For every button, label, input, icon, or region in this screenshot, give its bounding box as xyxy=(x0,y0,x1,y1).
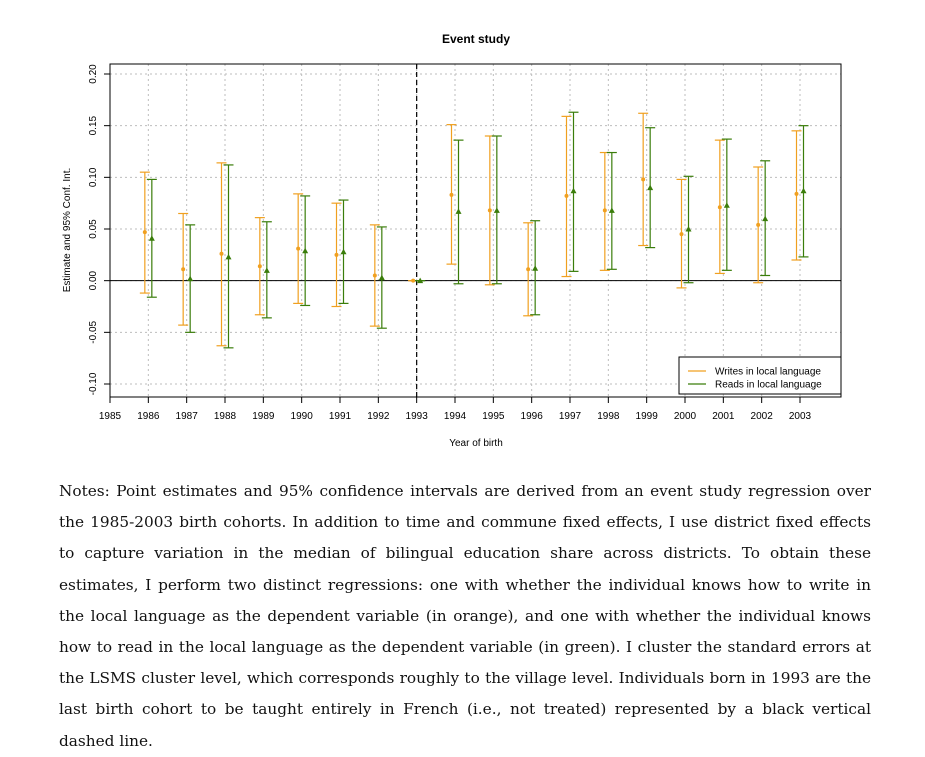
x-tick-label: 1988 xyxy=(214,411,237,422)
zero-reference xyxy=(110,64,841,397)
x-tick-label: 1998 xyxy=(597,411,620,422)
point-marker xyxy=(493,207,500,213)
point-marker xyxy=(570,187,577,194)
point-marker xyxy=(142,230,147,235)
point-marker xyxy=(181,267,186,272)
x-tick-label: 1996 xyxy=(521,411,544,422)
x-tick-label: 1987 xyxy=(176,411,199,422)
y-axis-label: Estimate and 95% Conf. Int. xyxy=(62,168,73,293)
x-tick-label: 1999 xyxy=(636,411,659,422)
point-marker xyxy=(526,267,531,272)
legend-box xyxy=(678,356,842,395)
point-marker xyxy=(372,273,377,278)
x-tick-label: 1991 xyxy=(329,411,352,422)
point-marker xyxy=(411,278,416,283)
point-marker xyxy=(794,191,799,196)
point-marker xyxy=(263,267,270,273)
point-marker xyxy=(800,187,807,194)
x-tick-label: 2003 xyxy=(789,411,812,422)
x-tick-label: 1986 xyxy=(137,411,160,422)
point-marker xyxy=(257,264,262,269)
y-tick-label: -0.05 xyxy=(88,321,99,344)
x-tick-label: 1997 xyxy=(559,411,582,422)
y-tick-label: 0.05 xyxy=(88,219,99,239)
y-tick-label: 0.00 xyxy=(88,270,99,290)
x-tick-label: 1989 xyxy=(252,411,275,422)
grid-lines xyxy=(109,64,841,397)
point-marker xyxy=(334,252,339,257)
point-marker xyxy=(302,247,309,254)
y-tick-label: 0.10 xyxy=(88,167,99,187)
point-marker xyxy=(602,208,607,213)
point-marker xyxy=(647,184,654,191)
x-axis: 1985 1986 1987 1988 1989 1990 1991 1992 1993 1994… xyxy=(99,397,812,422)
x-tick-label: 1990 xyxy=(291,411,314,422)
x-tick-label: 1985 xyxy=(99,411,122,422)
legend-label: Writes in local language xyxy=(715,367,821,378)
legend: Writes in local language Reads in local l… xyxy=(678,356,842,395)
y-axis: -0.10 -0.05 0.00 0.05 0.10 0.15 0.20 xyxy=(88,64,110,395)
point-marker xyxy=(187,275,194,282)
point-marker xyxy=(449,192,454,197)
x-tick-label: 2001 xyxy=(712,411,735,422)
point-marker xyxy=(723,202,730,208)
x-tick-label: 1992 xyxy=(367,411,390,422)
y-tick-label: 0.20 xyxy=(88,64,99,84)
point-marker xyxy=(679,232,684,237)
legend-label: Reads in local language xyxy=(715,380,822,391)
figure-notes: Notes: Point estimates and 95% confidenc… xyxy=(59,482,871,750)
y-tick-label: 0.15 xyxy=(88,115,99,135)
point-marker xyxy=(756,222,761,227)
y-tick-label: -0.10 xyxy=(88,372,99,395)
point-marker xyxy=(717,205,722,210)
point-marker xyxy=(532,265,539,271)
point-marker xyxy=(762,215,769,222)
event-study-chart: Event study 1985 1986 1987 1988 1989 1990 1991… xyxy=(62,32,842,449)
point-marker xyxy=(225,253,232,260)
x-tick-label: 2000 xyxy=(674,411,697,422)
point-marker xyxy=(641,177,646,182)
x-tick-label: 1995 xyxy=(482,411,505,422)
point-marker xyxy=(685,226,692,232)
x-tick-label: 2002 xyxy=(751,411,774,422)
point-marker xyxy=(417,277,424,284)
point-marker xyxy=(608,207,615,213)
x-axis-label: Year of birth xyxy=(449,438,503,449)
point-marker xyxy=(378,274,385,281)
point-marker xyxy=(148,235,155,241)
x-tick-label: 1994 xyxy=(444,411,467,422)
point-marker xyxy=(487,208,492,213)
point-marker xyxy=(564,193,569,198)
plot-area-border xyxy=(109,63,842,398)
x-tick-label: 1993 xyxy=(406,411,429,422)
point-marker xyxy=(219,251,224,256)
point-marker xyxy=(455,208,462,214)
point-marker xyxy=(296,246,301,251)
chart-title: Event study xyxy=(442,32,510,46)
series-layer xyxy=(139,111,809,349)
point-marker xyxy=(340,248,347,255)
